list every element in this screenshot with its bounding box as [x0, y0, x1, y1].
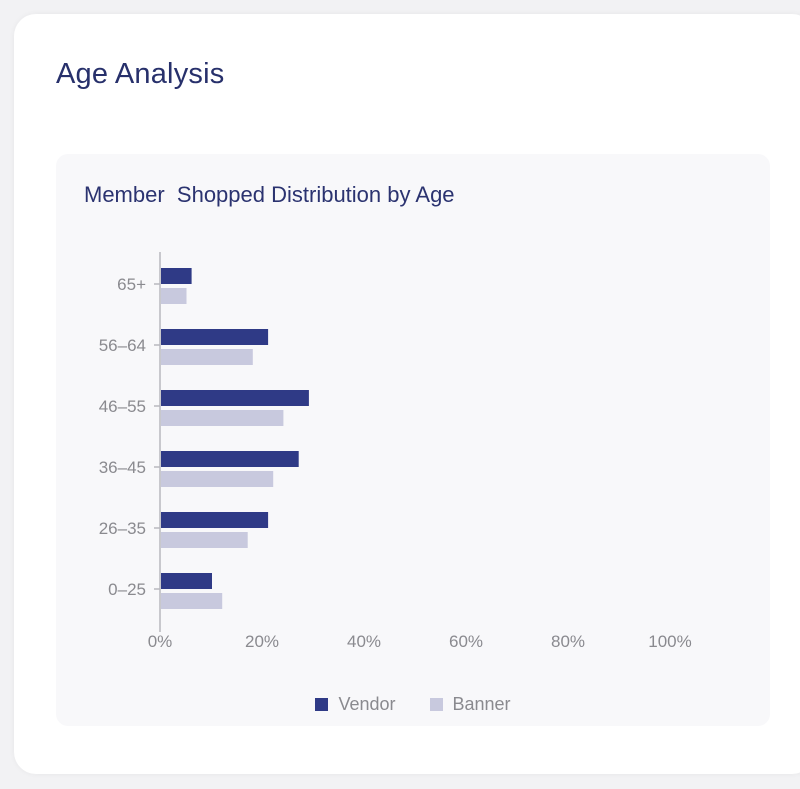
bar-chart: 65+ 56–64 46–55 36–45 26–35 0–25 0% 20% 40% 60% 8…	[99, 252, 692, 651]
y-tick-label-1: 56–64	[99, 336, 146, 355]
bar-vendor-2	[161, 390, 309, 406]
bar-banner-4	[161, 532, 248, 548]
y-tick-label-2: 46–55	[99, 397, 146, 416]
x-tick-label-3: 60%	[449, 632, 483, 651]
bar-vendor-1	[161, 329, 269, 345]
bar-banner-2	[161, 410, 284, 426]
legend-label-banner: Banner	[452, 694, 511, 714]
legend-item-banner: Banner	[429, 694, 511, 715]
bar-banner-1	[161, 349, 253, 365]
chart-title: Member Shopped Distribution by Age	[84, 182, 455, 207]
age-analysis-card: Age Analysis Member Shopped Distribution…	[14, 14, 800, 774]
legend-swatch-vendor	[315, 698, 329, 711]
x-axis-ticks: 0% 20% 40% 60% 80% 100%	[148, 632, 692, 651]
legend-swatch-banner	[429, 698, 443, 711]
y-tick-label-3: 36–45	[99, 458, 146, 477]
card-title: Age Analysis	[56, 58, 225, 90]
x-tick-label-2: 40%	[347, 632, 381, 651]
bar-vendor-4	[161, 512, 269, 528]
x-tick-label-5: 100%	[648, 632, 691, 651]
bar-vendor-5	[161, 573, 212, 589]
chart-panel: Member Shopped Distribution by Age 65+ 56…	[56, 154, 770, 726]
bar-vendor-3	[161, 451, 299, 467]
x-tick-label-0: 0%	[148, 632, 173, 651]
y-axis-ticks: 65+ 56–64 46–55 36–45 26–35 0–25	[99, 275, 160, 599]
y-tick-label-5: 0–25	[108, 580, 146, 599]
bar-banner-3	[161, 471, 274, 487]
legend-label-vendor: Vendor	[338, 694, 396, 714]
bar-banner-0	[161, 288, 187, 304]
y-tick-label-0: 65+	[117, 275, 146, 294]
x-tick-label-4: 80%	[551, 632, 585, 651]
y-tick-label-4: 26–35	[99, 519, 146, 538]
bar-vendor-0	[161, 268, 192, 284]
chart-legend: Vendor Banner	[56, 694, 770, 715]
legend-item-vendor: Vendor	[315, 694, 396, 715]
bars	[161, 268, 309, 609]
bar-banner-5	[161, 593, 223, 609]
x-tick-label-1: 20%	[245, 632, 279, 651]
